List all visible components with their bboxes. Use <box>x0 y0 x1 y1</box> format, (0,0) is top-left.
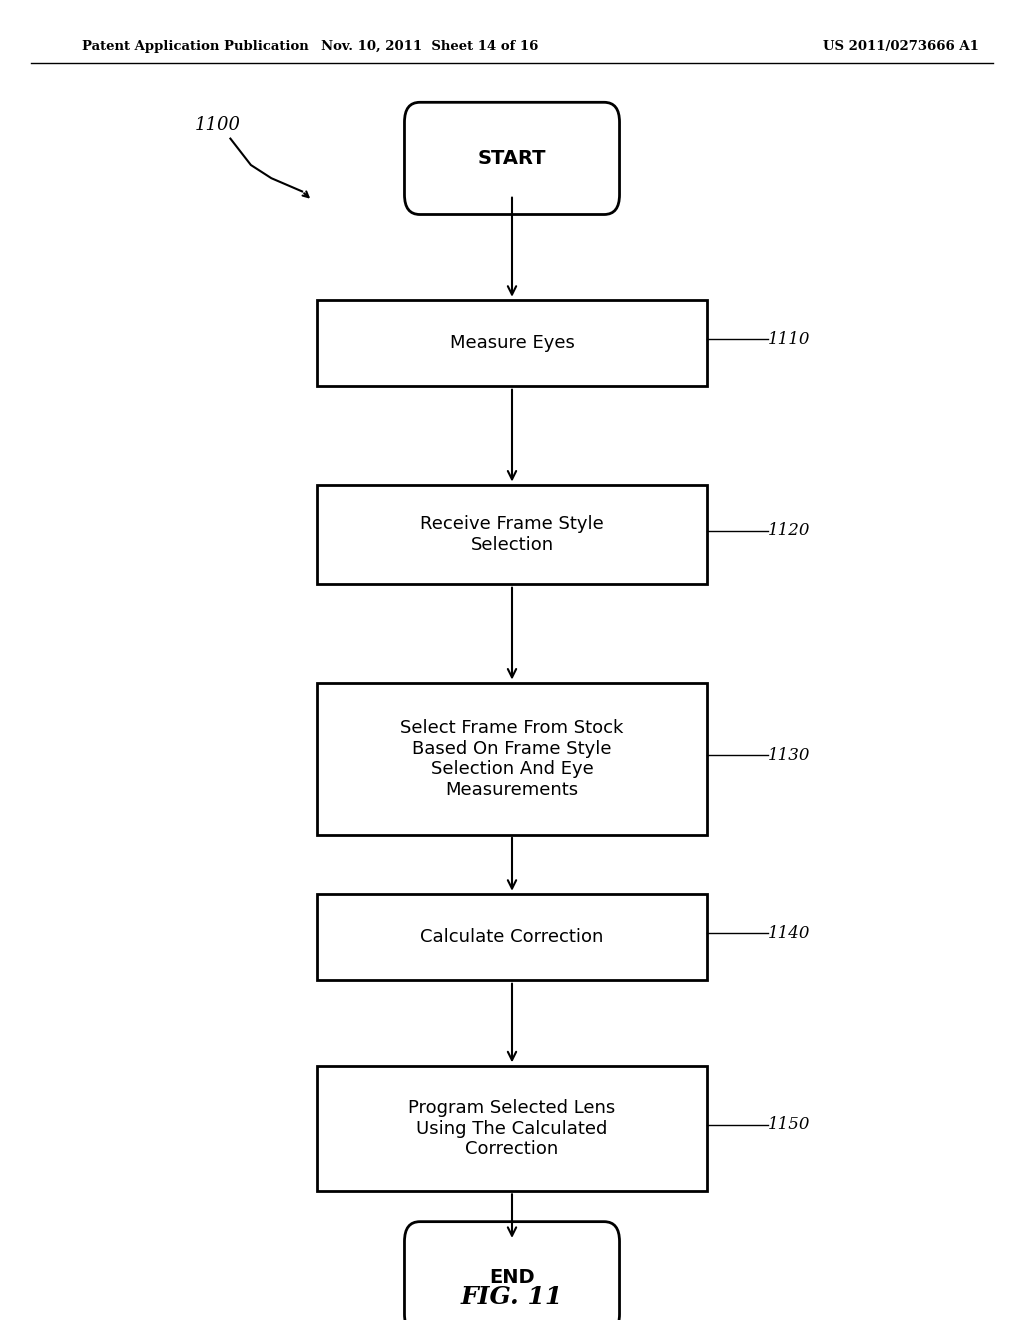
Text: Nov. 10, 2011  Sheet 14 of 16: Nov. 10, 2011 Sheet 14 of 16 <box>322 40 539 53</box>
Text: END: END <box>489 1269 535 1287</box>
Bar <box>317 1067 707 1191</box>
Bar <box>317 684 707 836</box>
Text: 1130: 1130 <box>768 747 811 763</box>
Bar <box>317 895 707 979</box>
Text: 1110: 1110 <box>768 331 811 347</box>
Text: 1120: 1120 <box>768 523 811 539</box>
Text: Measure Eyes: Measure Eyes <box>450 334 574 352</box>
Text: Patent Application Publication: Patent Application Publication <box>82 40 308 53</box>
Text: Receive Frame Style
Selection: Receive Frame Style Selection <box>420 515 604 554</box>
Text: 1140: 1140 <box>768 925 811 941</box>
FancyBboxPatch shape <box>404 1222 620 1320</box>
Text: Calculate Correction: Calculate Correction <box>420 928 604 946</box>
Text: 1150: 1150 <box>768 1117 811 1133</box>
Text: START: START <box>478 149 546 168</box>
Text: Program Selected Lens
Using The Calculated
Correction: Program Selected Lens Using The Calculat… <box>409 1098 615 1159</box>
Bar <box>317 486 707 583</box>
Text: Select Frame From Stock
Based On Frame Style
Selection And Eye
Measurements: Select Frame From Stock Based On Frame S… <box>400 719 624 799</box>
Bar <box>317 301 707 385</box>
Text: 1100: 1100 <box>195 116 241 135</box>
Text: US 2011/0273666 A1: US 2011/0273666 A1 <box>823 40 979 53</box>
FancyBboxPatch shape <box>404 103 620 214</box>
Text: FIG. 11: FIG. 11 <box>461 1286 563 1309</box>
